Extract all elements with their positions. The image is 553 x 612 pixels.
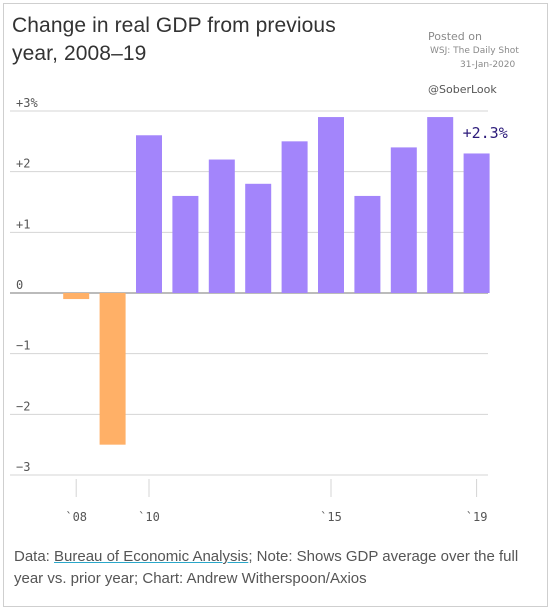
x-tick-label: `15 [320,510,342,524]
y-tick-label: −2 [16,399,30,413]
bar-2013 [245,183,272,293]
bar-2016 [354,195,381,293]
chart-frame [3,3,548,607]
bar-2017 [390,147,417,293]
bar-2009 [99,293,126,445]
footer-prefix: Data: [14,548,55,565]
chart-title: Change in real GDP from previous year, 2… [12,14,336,65]
x-tick-label: `19 [466,510,488,524]
footer-note: ; Note: Shows GDP average over the full … [14,548,519,587]
y-tick-label: +3% [16,96,38,110]
posted-date: 31-Jan-2020 [460,60,516,70]
posted-credit: Posted on WSJ: The Daily Shot 31-Jan-202… [418,30,528,72]
labels: +3% +2 +1 0 −1 −2 −3 `08 `10 `15 `19 +2.3% [16,96,508,524]
y-tick-label: −1 [16,339,30,353]
bar-2018 [427,117,454,293]
bar-2008 [63,293,90,300]
axes [75,479,478,497]
bar-2012 [208,159,235,293]
bar-2011 [172,195,199,293]
bar-2014 [281,141,308,293]
last-value-callout: +2.3% [463,124,508,142]
y-tick-label: 0 [16,278,23,292]
x-tick-label: `08 [65,510,87,524]
posted-on-label: Posted on [428,30,482,43]
twitter-handle: @SoberLook [428,83,497,96]
x-tick-label: `10 [138,510,160,524]
bar-2019 [463,153,490,293]
bar-2015 [318,117,344,293]
chart-footer: Data: Bureau of Economic Analysis; Note:… [14,546,544,590]
bars [63,117,490,445]
y-tick-label: +1 [16,217,30,231]
y-tick-label: +2 [16,157,30,171]
source-link[interactable]: Bureau of Economic Analysis [54,548,249,565]
bar-2010 [136,135,162,293]
y-tick-label: −3 [16,460,30,474]
posted-source: WSJ: The Daily Shot [430,46,519,56]
